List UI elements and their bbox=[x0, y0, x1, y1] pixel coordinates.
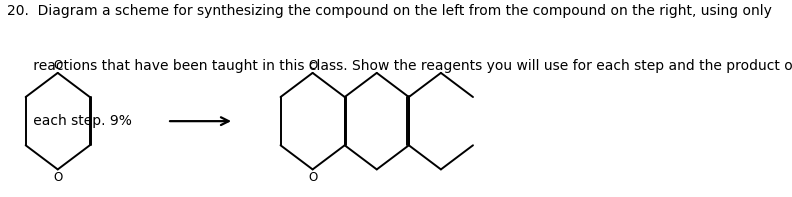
Text: O: O bbox=[53, 59, 63, 72]
Text: O: O bbox=[53, 171, 63, 184]
Text: O: O bbox=[308, 59, 318, 72]
Text: O: O bbox=[308, 171, 318, 184]
Text: 20.  Diagram a scheme for synthesizing the compound on the left from the compoun: 20. Diagram a scheme for synthesizing th… bbox=[7, 4, 772, 18]
Text: each step. 9%: each step. 9% bbox=[7, 114, 132, 128]
Text: reactions that have been taught in this class. Show the reagents you will use fo: reactions that have been taught in this … bbox=[7, 59, 792, 73]
